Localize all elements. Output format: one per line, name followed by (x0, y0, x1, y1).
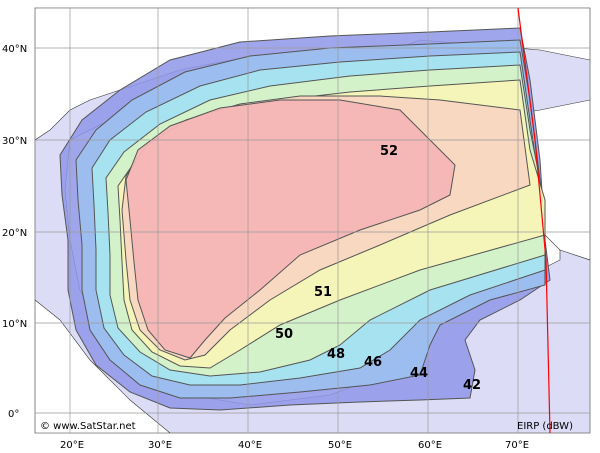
lon-label-50e: 50°E (328, 440, 352, 451)
units-label: EIRP (dBW) (517, 421, 573, 432)
coverage-contours (59, 27, 551, 411)
lon-label-30e: 30°E (148, 440, 172, 451)
lat-label-20n: 20°N (2, 228, 27, 239)
contour-label-48: 48 (327, 347, 345, 362)
contour-label-50: 50 (275, 327, 293, 342)
lat-label-40n: 40°N (2, 44, 27, 55)
contour-label-44: 44 (410, 366, 428, 381)
south-africa-land (35, 299, 171, 433)
copyright-text: © www.SatStar.net (40, 421, 136, 432)
lon-label-70e: 70°E (505, 440, 529, 451)
visibility-edge-line (517, 8, 551, 433)
contour-label-51: 51 (314, 285, 332, 300)
contour-label-42: 42 (463, 378, 481, 393)
contour-52-area (125, 99, 456, 359)
lat-label-30n: 30°N (2, 136, 27, 147)
graticule (35, 8, 590, 433)
lon-label-40e: 40°E (238, 440, 262, 451)
lat-label-10n: 10°N (2, 319, 27, 330)
contour-label-46: 46 (364, 355, 382, 370)
lat-label-0: 0° (8, 409, 19, 420)
lon-label-60e: 60°E (418, 440, 442, 451)
lon-label-20e: 20°E (60, 440, 84, 451)
contour-label-52: 52 (380, 144, 398, 159)
